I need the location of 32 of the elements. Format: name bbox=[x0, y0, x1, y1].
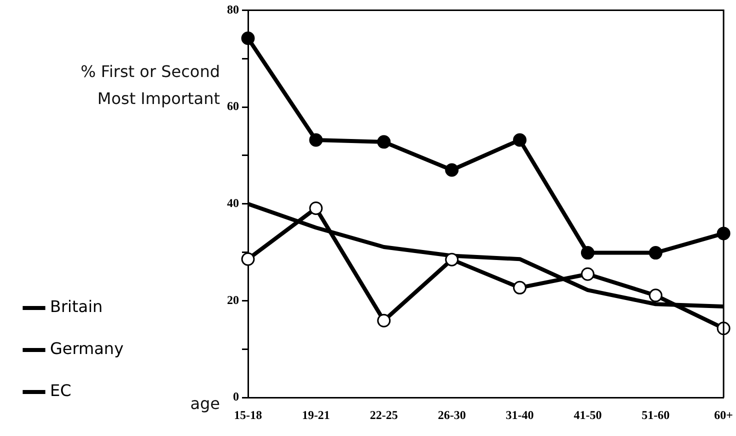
point bbox=[513, 280, 527, 294]
point bbox=[377, 314, 391, 328]
y-tick-label: 0 bbox=[233, 390, 239, 404]
y-tick-label: 60 bbox=[227, 99, 239, 114]
y-tick-label: 80 bbox=[227, 2, 239, 16]
y-axis-title: % First or Second Most Important bbox=[80, 61, 220, 110]
x-tick-label: 19-21 bbox=[302, 408, 330, 422]
point bbox=[241, 252, 255, 266]
point bbox=[445, 252, 459, 266]
legend-label: EC bbox=[50, 381, 72, 400]
x-tick-label: 26-30 bbox=[438, 408, 466, 422]
point bbox=[445, 163, 459, 177]
point bbox=[648, 288, 662, 302]
point bbox=[580, 267, 594, 281]
point bbox=[513, 133, 527, 147]
y-tick-label: 40 bbox=[227, 196, 239, 210]
x-tick-label: 51-60 bbox=[642, 408, 670, 422]
x-tick-label: 41-50 bbox=[574, 408, 602, 422]
x-axis-title: age bbox=[189, 394, 220, 413]
x-tick-label: 15-18 bbox=[234, 408, 262, 422]
point bbox=[309, 202, 323, 216]
x-tick-label: 31-40 bbox=[506, 408, 534, 422]
point bbox=[580, 246, 594, 260]
legend-label: Britain bbox=[50, 297, 103, 316]
point bbox=[241, 32, 255, 46]
point bbox=[309, 133, 323, 147]
x-tick-label: 22-25 bbox=[370, 408, 398, 422]
point bbox=[648, 246, 662, 260]
y-tick-label: 20 bbox=[227, 292, 239, 307]
point bbox=[377, 135, 391, 149]
legend-label: Germany bbox=[50, 339, 124, 358]
x-tick-label: 60+ bbox=[714, 408, 734, 422]
